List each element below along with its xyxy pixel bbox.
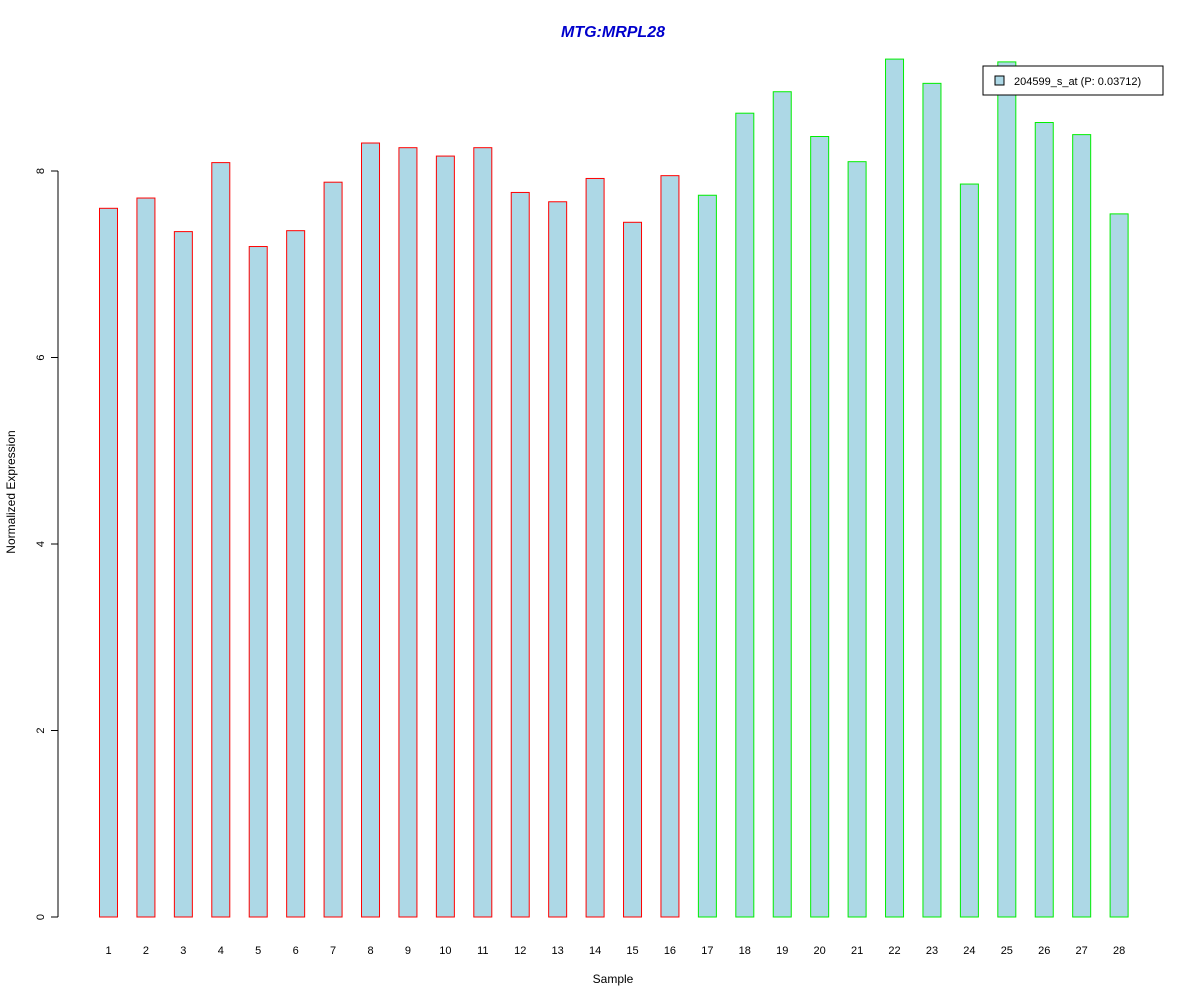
x-tick-label: 8 [367,945,373,957]
bar-sample-28 [1109,213,1129,918]
bar-sample-18 [735,112,755,918]
x-tick-label: 7 [330,945,336,957]
x-tick-label: 18 [739,945,751,957]
bar-sample-7 [323,181,343,918]
bar-sample-4 [211,162,231,918]
legend: 204599_s_at (P: 0.03712) [982,65,1164,96]
x-axis-label: Sample [593,972,634,986]
y-axis-label: Normalized Expression [4,430,18,553]
x-tick-label: 5 [255,945,261,957]
x-tick-label: 27 [1076,945,1088,957]
x-tick-label: 28 [1113,945,1125,957]
bar-sample-8 [361,142,381,918]
x-tick-label: 12 [514,945,526,957]
y-tick-label: 0 [35,914,47,920]
x-tick-label: 11 [477,945,488,957]
bar-sample-3 [173,231,193,918]
x-tick-label: 21 [851,945,863,957]
bar-sample-14 [585,177,605,918]
bar-sample-11 [473,147,493,918]
bar-sample-9 [398,147,418,918]
x-tick-label: 25 [1001,945,1013,957]
x-tick-label: 3 [180,945,186,957]
bar-sample-13 [548,201,568,918]
bar-sample-19 [772,91,792,918]
x-tick-label: 10 [439,945,451,957]
y-tick-label: 4 [35,541,47,547]
legend-box [982,65,1164,96]
y-tick-label: 8 [35,168,47,174]
x-tick-label: 16 [664,945,676,957]
bar-sample-10 [435,155,455,918]
x-tick-label: 15 [626,945,638,957]
x-tick-label: 14 [589,945,601,957]
bar-sample-25 [997,61,1017,918]
bars-group [99,58,1129,918]
y-tick-label: 2 [35,727,47,733]
x-tick-label: 24 [963,945,975,957]
x-tick-label: 13 [552,945,564,957]
bar-sample-2 [136,197,156,918]
x-tick-label: 9 [405,945,411,957]
x-tick-label: 26 [1038,945,1050,957]
bar-sample-6 [286,230,306,918]
x-tick-label: 6 [293,945,299,957]
x-tick-label: 23 [926,945,938,957]
bar-sample-27 [1072,134,1092,918]
chart-title: MTG:MRPL28 [561,24,665,41]
x-tick-label: 22 [888,945,900,957]
bar-sample-16 [660,175,680,918]
x-tick-label: 17 [701,945,713,957]
bar-sample-22 [885,58,905,918]
bar-sample-20 [810,136,830,918]
bar-sample-24 [959,183,979,918]
bar-sample-12 [510,191,530,918]
x-tick-label: 4 [218,945,224,957]
x-tick-label: 19 [776,945,788,957]
x-tick-label: 1 [105,945,111,957]
y-tick-label: 6 [35,354,47,360]
bar-sample-23 [922,82,942,918]
bar-sample-15 [623,221,643,918]
bar-sample-1 [99,207,118,918]
x-tick-label: 2 [143,945,149,957]
bar-sample-5 [248,246,268,918]
legend-swatch [994,75,1005,86]
bar-sample-17 [697,194,717,918]
bar-sample-26 [1034,122,1054,918]
legend-entry-label: 204599_s_at (P: 0.03712) [1014,76,1141,88]
y-axis: 0 2 4 6 8 [35,168,59,920]
bar-sample-21 [847,161,867,918]
x-tick-label: 20 [814,945,826,957]
x-tick-labels: 1 2 3 4 5 6 7 8 9 10 11 12 13 14 15 16 17 18 19 20 21 22 23 24 2… [105,945,1125,957]
